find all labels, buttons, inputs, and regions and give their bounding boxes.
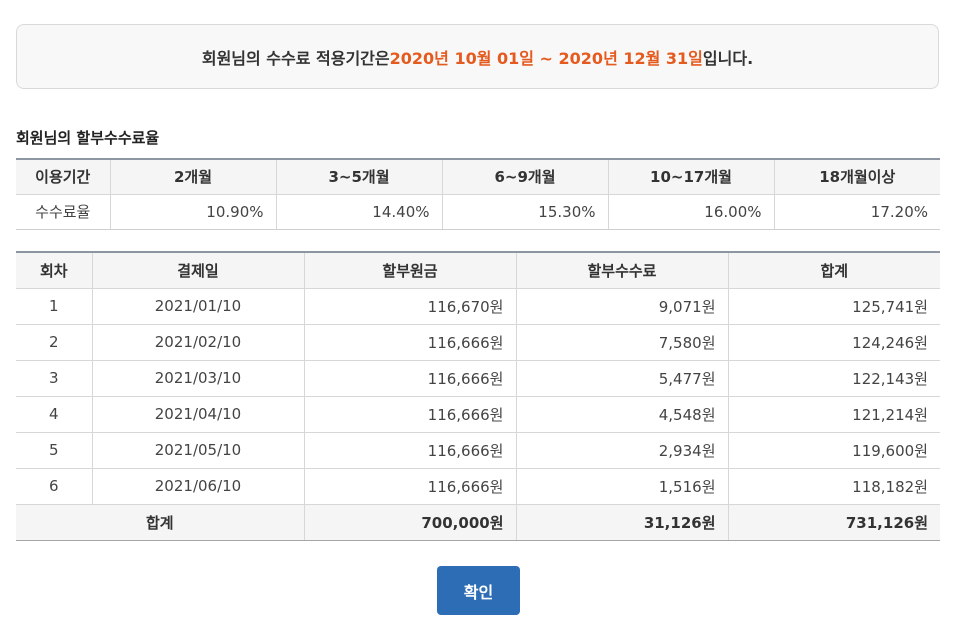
principal-cell: 116,666원	[303, 323, 517, 361]
rate-col-header: 3~5개월	[275, 158, 443, 195]
date-cell: 2021/01/10	[91, 287, 305, 325]
total-cell: 119,600원	[727, 431, 940, 469]
rate-row-label: 수수료율	[16, 193, 111, 230]
rate-value: 15.30%	[441, 193, 609, 230]
fee-cell: 9,071원	[515, 287, 729, 325]
rate-value: 16.00%	[607, 193, 775, 230]
rate-col-header: 10~17개월	[607, 158, 775, 195]
date-cell: 2021/06/10	[91, 467, 305, 505]
rate-col-header: 2개월	[109, 158, 277, 195]
table-row: 5 2021/05/10 116,666원 2,934원 119,600원	[16, 431, 940, 469]
total-fee: 31,126원	[515, 503, 729, 541]
rate-section-title: 회원님의 할부수수료율	[16, 129, 160, 147]
rate-header-row: 이용기간 2개월 3~5개월 6~9개월 10~17개월 18개월이상	[16, 158, 940, 195]
rate-value: 10.90%	[109, 193, 277, 230]
round-cell: 4	[16, 395, 93, 433]
total-cell: 122,143원	[727, 359, 940, 397]
fee-cell: 7,580원	[515, 323, 729, 361]
table-row: 4 2021/04/10 116,666원 4,548원 121,214원	[16, 395, 940, 433]
total-label: 합계	[16, 503, 305, 541]
notice-prefix: 회원님의 수수료 적용기간은	[201, 48, 390, 68]
fee-period-notice: 회원님의 수수료 적용기간은 2020년 10월 01일 ~ 2020년 12월…	[16, 24, 939, 89]
principal-cell: 116,666원	[303, 359, 517, 397]
fee-cell: 4,548원	[515, 395, 729, 433]
principal-cell: 116,666원	[303, 467, 517, 505]
notice-period: 2020년 10월 01일 ~ 2020년 12월 31일	[389, 48, 703, 68]
rate-row-header-label: 이용기간	[16, 158, 111, 195]
table-row: 3 2021/03/10 116,666원 5,477원 122,143원	[16, 359, 940, 397]
fee-cell: 2,934원	[515, 431, 729, 469]
principal-cell: 116,666원	[303, 431, 517, 469]
rate-col-header: 18개월이상	[773, 158, 940, 195]
total-principal: 700,000원	[303, 503, 517, 541]
round-cell: 3	[16, 359, 93, 397]
rate-value-row: 수수료율 10.90% 14.40% 15.30% 16.00% 17.20%	[16, 193, 940, 230]
total-cell: 124,246원	[727, 323, 940, 361]
col-header-principal: 할부원금	[303, 251, 517, 289]
round-cell: 5	[16, 431, 93, 469]
round-cell: 6	[16, 467, 93, 505]
round-cell: 2	[16, 323, 93, 361]
col-header-round: 회차	[16, 251, 93, 289]
principal-cell: 116,666원	[303, 395, 517, 433]
schedule-total-row: 합계 700,000원 31,126원 731,126원	[16, 503, 940, 541]
total-cell: 118,182원	[727, 467, 940, 505]
table-row: 2 2021/02/10 116,666원 7,580원 124,246원	[16, 323, 940, 361]
col-header-fee: 할부수수료	[515, 251, 729, 289]
col-header-payment-date: 결제일	[91, 251, 305, 289]
principal-cell: 116,670원	[303, 287, 517, 325]
date-cell: 2021/04/10	[91, 395, 305, 433]
date-cell: 2021/03/10	[91, 359, 305, 397]
installment-schedule-table: 회차 결제일 할부원금 할부수수료 합계 1 2021/01/10 116,67…	[16, 251, 940, 541]
schedule-header-row: 회차 결제일 할부원금 할부수수료 합계	[16, 251, 940, 289]
grand-total: 731,126원	[727, 503, 940, 541]
table-row: 1 2021/01/10 116,670원 9,071원 125,741원	[16, 287, 940, 325]
round-cell: 1	[16, 287, 93, 325]
notice-suffix: 입니다.	[702, 48, 754, 68]
rate-col-header: 6~9개월	[441, 158, 609, 195]
total-cell: 125,741원	[727, 287, 940, 325]
total-cell: 121,214원	[727, 395, 940, 433]
fee-cell: 1,516원	[515, 467, 729, 505]
col-header-total: 합계	[727, 251, 940, 289]
date-cell: 2021/05/10	[91, 431, 305, 469]
rate-value: 14.40%	[275, 193, 443, 230]
rate-value: 17.20%	[773, 193, 940, 230]
table-row: 6 2021/06/10 116,666원 1,516원 118,182원	[16, 467, 940, 505]
date-cell: 2021/02/10	[91, 323, 305, 361]
fee-rate-table: 이용기간 2개월 3~5개월 6~9개월 10~17개월 18개월이상 수수료율…	[16, 158, 940, 230]
confirm-button[interactable]: 확인	[437, 566, 520, 615]
fee-cell: 5,477원	[515, 359, 729, 397]
